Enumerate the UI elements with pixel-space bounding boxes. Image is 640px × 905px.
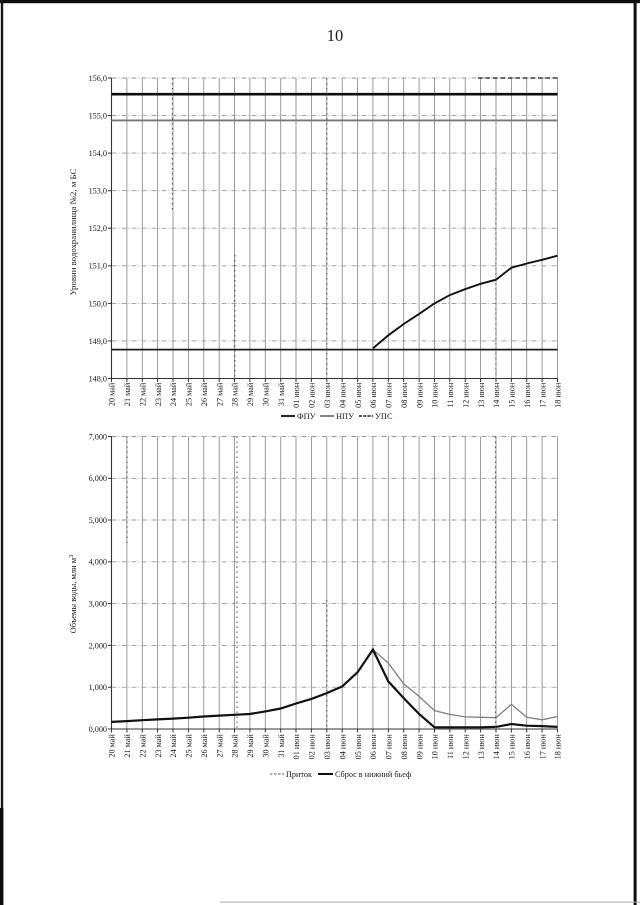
svg-text:23 май: 23 май (154, 382, 163, 406)
svg-text:02 июн: 02 июн (308, 734, 317, 760)
svg-text:13 июн: 13 июн (477, 382, 486, 408)
svg-text:148,0: 148,0 (89, 374, 107, 383)
svg-text:10: 10 (327, 26, 344, 45)
svg-text:06 июн: 06 июн (369, 382, 378, 408)
svg-text:УПС: УПС (375, 412, 393, 421)
svg-text:02 июн: 02 июн (308, 382, 317, 408)
svg-text:09 июн: 09 июн (415, 734, 424, 760)
svg-text:14 июн: 14 июн (492, 734, 501, 760)
svg-text:10 июн: 10 июн (431, 382, 440, 408)
svg-text:0,000: 0,000 (89, 725, 107, 734)
svg-text:17 июн: 17 июн (538, 734, 547, 760)
svg-text:05 июн: 05 июн (354, 382, 363, 408)
svg-text:29 май: 29 май (246, 734, 255, 758)
svg-text:28 май: 28 май (231, 734, 240, 758)
svg-text:156,0: 156,0 (89, 74, 107, 83)
svg-text:01 июн: 01 июн (292, 382, 301, 408)
svg-text:150,0: 150,0 (89, 299, 107, 308)
svg-text:14 июн: 14 июн (492, 382, 501, 408)
svg-text:155,0: 155,0 (89, 112, 107, 121)
svg-text:27 май: 27 май (215, 382, 224, 406)
svg-text:25 май: 25 май (185, 382, 194, 406)
svg-text:Сброс в нижний бьеф: Сброс в нижний бьеф (335, 770, 411, 779)
svg-text:30 май: 30 май (262, 382, 271, 406)
svg-text:26 май: 26 май (200, 734, 209, 758)
svg-text:09 июн: 09 июн (415, 382, 424, 408)
svg-text:12 июн: 12 июн (461, 382, 470, 408)
svg-text:22 май: 22 май (139, 734, 148, 758)
svg-text:15 июн: 15 июн (508, 734, 517, 760)
svg-text:20 май: 20 май (108, 382, 117, 406)
svg-text:1,000: 1,000 (89, 683, 107, 692)
svg-text:НПУ: НПУ (336, 412, 354, 421)
svg-text:12 июн: 12 июн (461, 734, 470, 760)
svg-text:20 май: 20 май (108, 734, 117, 758)
svg-text:18 июн: 18 июн (554, 382, 563, 408)
svg-text:17 июн: 17 июн (538, 382, 547, 408)
svg-text:07 июн: 07 июн (385, 382, 394, 408)
svg-text:Объемы воды, млн м3: Объемы воды, млн м3 (68, 555, 79, 634)
svg-text:13 июн: 13 июн (477, 734, 486, 760)
svg-text:22 май: 22 май (139, 382, 148, 406)
svg-text:31 май: 31 май (277, 382, 286, 406)
svg-text:18 июн: 18 июн (554, 734, 563, 760)
svg-text:27 май: 27 май (215, 734, 224, 758)
svg-text:21 май: 21 май (123, 734, 132, 758)
svg-text:21 май: 21 май (123, 382, 132, 406)
svg-text:23 май: 23 май (154, 734, 163, 758)
svg-text:08 июн: 08 июн (400, 382, 409, 408)
svg-text:08 июн: 08 июн (400, 734, 409, 760)
svg-text:149,0: 149,0 (89, 337, 107, 346)
svg-text:28 май: 28 май (231, 382, 240, 406)
svg-text:154,0: 154,0 (89, 149, 107, 158)
svg-text:04 июн: 04 июн (338, 382, 347, 408)
svg-text:15 июн: 15 июн (508, 382, 517, 408)
svg-text:6,000: 6,000 (89, 474, 107, 483)
svg-text:16 июн: 16 июн (523, 734, 532, 760)
svg-text:3,000: 3,000 (89, 600, 107, 609)
svg-text:30 май: 30 май (262, 734, 271, 758)
svg-text:03 июн: 03 июн (323, 382, 332, 408)
svg-text:4,000: 4,000 (89, 558, 107, 567)
svg-text:10 июн: 10 июн (431, 734, 440, 760)
svg-text:29 май: 29 май (246, 382, 255, 406)
svg-text:153,0: 153,0 (89, 187, 107, 196)
svg-text:24 май: 24 май (169, 382, 178, 406)
svg-text:05 июн: 05 июн (354, 734, 363, 760)
svg-text:16 июн: 16 июн (523, 382, 532, 408)
svg-text:11 июн: 11 июн (446, 382, 455, 407)
svg-text:Уровни водохранилища №2, м БС: Уровни водохранилища №2, м БС (68, 168, 78, 295)
svg-text:2,000: 2,000 (89, 641, 107, 650)
svg-text:ФПУ: ФПУ (297, 412, 316, 421)
svg-text:11 июн: 11 июн (446, 734, 455, 759)
svg-text:01 июн: 01 июн (292, 734, 301, 760)
svg-text:Приток: Приток (286, 770, 312, 779)
svg-text:151,0: 151,0 (89, 262, 107, 271)
svg-text:5,000: 5,000 (89, 516, 107, 525)
svg-text:7,000: 7,000 (89, 432, 107, 441)
svg-text:152,0: 152,0 (89, 224, 107, 233)
svg-text:06 июн: 06 июн (369, 734, 378, 760)
svg-text:26 май: 26 май (200, 382, 209, 406)
svg-text:07 июн: 07 июн (385, 734, 394, 760)
svg-text:31 май: 31 май (277, 734, 286, 758)
svg-text:03 июн: 03 июн (323, 734, 332, 760)
svg-text:04 июн: 04 июн (338, 734, 347, 760)
svg-text:25 май: 25 май (185, 734, 194, 758)
svg-text:24 май: 24 май (169, 734, 178, 758)
